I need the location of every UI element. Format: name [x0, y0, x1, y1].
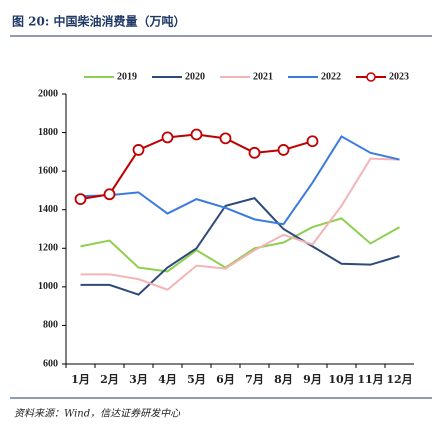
point-marker	[103, 188, 116, 201]
y-tick-label: 1200	[38, 243, 58, 254]
x-tick-label: 1月	[71, 373, 90, 386]
x-tick-label: 3月	[129, 373, 148, 386]
legend-label: 2023	[389, 71, 409, 82]
source: 资料来源：Wind，信达证券研发中心	[14, 408, 181, 420]
y-tick-label: 1600	[38, 165, 58, 176]
point-marker	[190, 128, 203, 141]
series-line	[80, 217, 400, 273]
y-tick-label: 800	[43, 320, 58, 331]
chart-title: 图 20: 中国柴油消费量（万吨）	[12, 14, 186, 29]
x-tick-label: 7月	[245, 373, 264, 386]
x-tick-label: 9月	[303, 373, 322, 386]
x-tick-label: 11月	[357, 373, 383, 386]
series-line	[80, 135, 400, 226]
point-marker	[132, 144, 145, 156]
x-tick-label: 8月	[274, 373, 293, 386]
point-marker	[306, 135, 319, 148]
series-line	[80, 133, 313, 201]
x-tick-label: 10月	[328, 373, 354, 386]
x-tick-label: 5月	[187, 373, 206, 386]
point-marker	[74, 193, 87, 206]
legend-label: 2022	[321, 71, 341, 82]
y-tick-label: 1400	[38, 204, 58, 215]
x-tick-label: 4月	[158, 373, 177, 386]
y-tick-label: 1800	[38, 127, 58, 138]
point-marker	[277, 144, 290, 156]
y-tick-label: 2000	[38, 88, 58, 99]
x-tick-label: 6月	[216, 373, 235, 386]
point-marker	[161, 131, 174, 144]
series-line	[80, 197, 400, 296]
legend-label: 2021	[253, 71, 273, 82]
point-marker	[219, 132, 232, 145]
y-tick-label: 600	[43, 358, 58, 369]
x-tick-label: 12月	[386, 373, 412, 386]
legend-label: 2019	[117, 71, 137, 82]
series-line	[80, 157, 400, 291]
legend-label: 2020	[185, 71, 205, 82]
point-marker	[248, 146, 261, 159]
y-tick-label: 1000	[38, 281, 58, 292]
legend-marker	[366, 72, 376, 82]
x-tick-label: 2月	[100, 373, 119, 386]
